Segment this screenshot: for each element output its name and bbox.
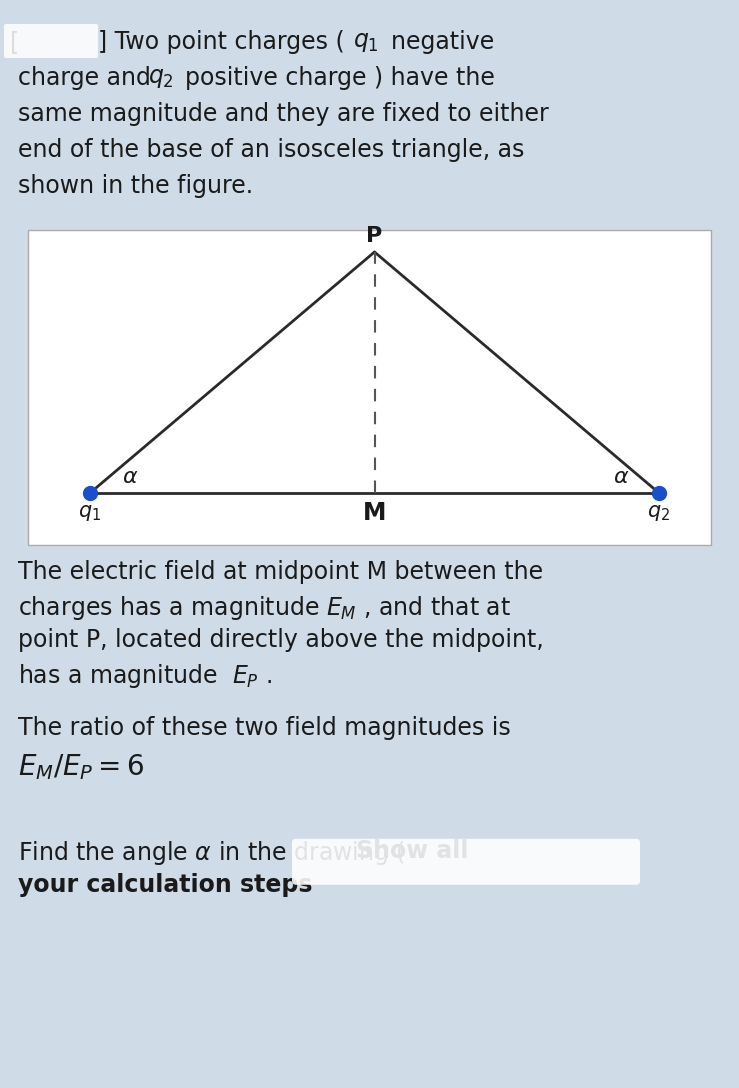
Text: $E_M/E_P = 6$: $E_M/E_P = 6$ xyxy=(18,753,144,782)
Text: $q_1$: $q_1$ xyxy=(353,30,379,54)
Text: $q_2$: $q_2$ xyxy=(148,66,174,90)
FancyBboxPatch shape xyxy=(4,24,98,58)
Text: same magnitude and they are fixed to either: same magnitude and they are fixed to eit… xyxy=(18,102,549,126)
Text: The ratio of these two field magnitudes is: The ratio of these two field magnitudes … xyxy=(18,716,511,741)
FancyBboxPatch shape xyxy=(292,839,640,885)
Text: ] Two point charges (: ] Two point charges ( xyxy=(98,30,344,54)
Text: charges has a magnitude $E_M$ , and that at: charges has a magnitude $E_M$ , and that… xyxy=(18,594,511,622)
Text: your calculation steps: your calculation steps xyxy=(18,873,313,897)
Text: point P, located directly above the midpoint,: point P, located directly above the midp… xyxy=(18,628,544,652)
Text: $q_1$: $q_1$ xyxy=(78,503,101,523)
Text: charge and: charge and xyxy=(18,66,158,90)
FancyBboxPatch shape xyxy=(28,230,711,545)
Text: Show all: Show all xyxy=(356,839,469,863)
Text: shown in the figure.: shown in the figure. xyxy=(18,174,253,198)
Text: $q_2$: $q_2$ xyxy=(647,503,670,523)
Text: [: [ xyxy=(10,30,19,54)
Text: positive charge ) have the: positive charge ) have the xyxy=(170,66,495,90)
Text: negative: negative xyxy=(376,30,494,54)
Text: M: M xyxy=(363,500,386,526)
Text: has a magnitude  $E_P$ .: has a magnitude $E_P$ . xyxy=(18,662,272,690)
Text: $\alpha$: $\alpha$ xyxy=(613,467,629,487)
Text: Find the angle $\alpha$ in the drawing (: Find the angle $\alpha$ in the drawing ( xyxy=(18,839,405,867)
Text: end of the base of an isosceles triangle, as: end of the base of an isosceles triangle… xyxy=(18,138,525,162)
Text: The electric field at midpoint M between the: The electric field at midpoint M between… xyxy=(18,560,543,584)
Text: $\alpha$: $\alpha$ xyxy=(122,467,138,487)
Text: P: P xyxy=(367,226,383,246)
